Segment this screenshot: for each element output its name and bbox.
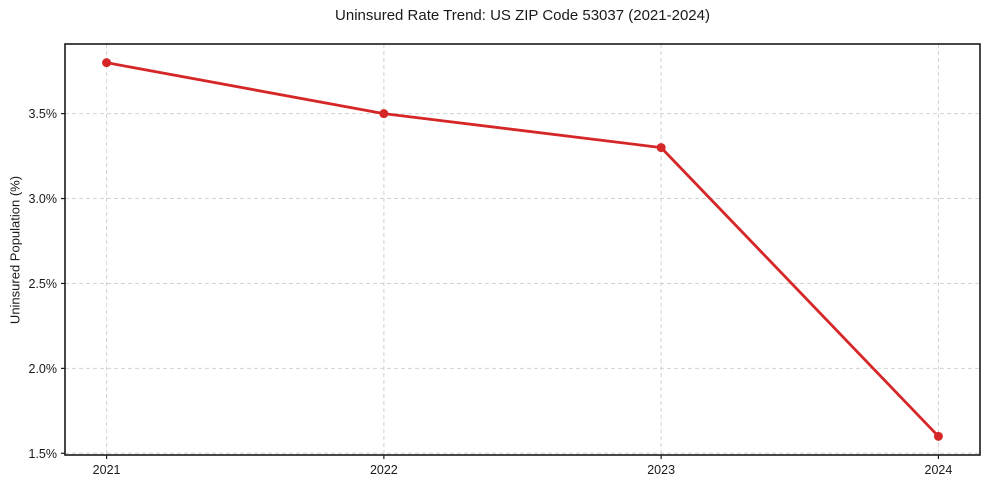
data-point xyxy=(656,143,666,153)
data-point xyxy=(379,109,389,119)
data-point xyxy=(933,431,943,441)
y-tick-label: 3.5% xyxy=(29,107,58,121)
x-tick-label: 2022 xyxy=(370,463,398,477)
chart-title: Uninsured Rate Trend: US ZIP Code 53037 … xyxy=(335,7,710,24)
plot-border xyxy=(64,43,981,456)
x-tick-label: 2024 xyxy=(925,463,953,477)
y-tick-label: 2.0% xyxy=(29,362,58,376)
x-tick-label: 2023 xyxy=(647,463,675,477)
y-tick-label: 2.5% xyxy=(29,277,58,291)
y-tick-label: 3.0% xyxy=(29,192,58,206)
y-tick-label: 1.5% xyxy=(29,447,58,461)
data-point xyxy=(102,58,112,68)
x-tick-label: 2021 xyxy=(93,463,121,477)
trend-line xyxy=(105,61,940,438)
